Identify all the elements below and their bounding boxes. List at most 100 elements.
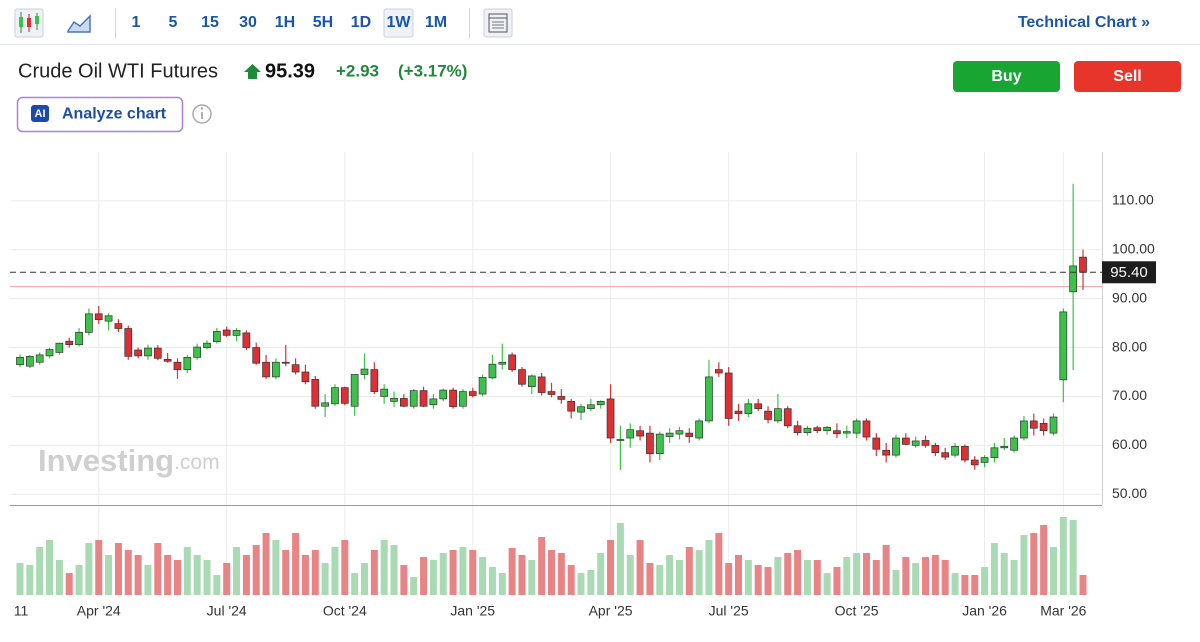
volume-bar [410, 577, 418, 595]
volume-bar [183, 547, 191, 595]
interval-button[interactable]: 5H [313, 14, 333, 31]
candle-body [104, 315, 113, 322]
candle-body [665, 432, 674, 437]
candle-body [872, 437, 881, 450]
x-tick-label: Jul '25 [709, 603, 749, 619]
icon-rect [27, 18, 31, 27]
volume-bar [1049, 547, 1057, 595]
candle-body [35, 354, 44, 363]
candle-body [16, 356, 24, 366]
analyze-button[interactable] [16, 96, 184, 133]
x-tick-label: Mar '26 [1040, 603, 1086, 619]
volume-bar [1079, 575, 1087, 595]
volume-bar [882, 545, 890, 595]
last-price-label: 95.40 [1110, 264, 1148, 281]
volume-bar [902, 557, 910, 595]
candle-body [1020, 420, 1028, 439]
candle-body [527, 375, 536, 388]
volume-bar [488, 567, 496, 595]
y-tick-label: 100.00 [1112, 240, 1155, 256]
candle-body [714, 369, 723, 374]
candle-body [350, 374, 359, 407]
volume-bar [1010, 560, 1018, 595]
volume-bar [705, 540, 713, 595]
analyze-label[interactable]: Analyze chart [62, 106, 167, 123]
buy-label[interactable]: Buy [991, 68, 1021, 85]
technical-chart-link[interactable]: Technical Chart » [1018, 14, 1150, 31]
interval-group: 1 5 15 30 1H 5H 1D 1W 1M [132, 14, 448, 31]
volume-bar [764, 567, 772, 595]
volume-bar [1040, 525, 1048, 595]
candle-body [232, 330, 241, 336]
volume-bar [607, 540, 615, 595]
interval-button[interactable]: 15 [201, 14, 219, 31]
volume-bar [420, 557, 428, 595]
volume-bar [203, 560, 211, 595]
candle-body [468, 391, 477, 396]
interval-button[interactable]: 5 [169, 14, 178, 31]
candle-body [931, 445, 940, 454]
volume-bar [971, 575, 979, 595]
volume-bar [351, 573, 359, 595]
volume-bar [164, 555, 172, 595]
volume-bar [695, 550, 703, 595]
interval-button[interactable]: 1 [132, 14, 141, 31]
volume-bar [981, 567, 989, 595]
volume-bar [223, 563, 231, 595]
candle-body [990, 447, 999, 458]
candle-body [272, 361, 280, 378]
volume-bar [439, 553, 447, 595]
volume-bar [193, 555, 201, 595]
candle-body [409, 390, 418, 407]
candle-body [459, 391, 467, 407]
interval-button[interactable]: 1W [387, 14, 412, 31]
area-icon[interactable] [67, 14, 91, 33]
volume-bar [853, 553, 861, 595]
candle-body [842, 431, 851, 434]
price: 95.39 [265, 60, 315, 82]
candle-body [901, 437, 910, 445]
candle-body [655, 433, 664, 455]
sell-label[interactable]: Sell [1113, 68, 1141, 85]
candle-body [695, 420, 703, 439]
candle-body [596, 400, 605, 406]
info-icon[interactable] [192, 104, 212, 124]
candle-icon[interactable] [14, 8, 44, 38]
volume-bar [292, 533, 300, 595]
volume-bar [331, 547, 339, 595]
sell-button[interactable] [1074, 61, 1181, 92]
interval-button[interactable]: 1M [425, 14, 447, 31]
volume-bar [75, 565, 83, 595]
volume-bar [862, 553, 870, 595]
volume-bar [144, 565, 152, 595]
candle-body [764, 410, 772, 420]
volume-bar [498, 573, 506, 595]
candle-body [65, 340, 74, 345]
candle-body [25, 356, 34, 367]
volume-bar [715, 533, 723, 595]
volume-bar [262, 533, 270, 595]
buy-button[interactable] [953, 61, 1060, 92]
news-icon[interactable] [483, 8, 513, 38]
volume-bar [735, 555, 743, 595]
volume-bar [685, 547, 693, 595]
interval-button[interactable]: 1H [275, 14, 295, 31]
icon-box [483, 8, 513, 38]
interval-button[interactable]: 30 [239, 14, 257, 31]
volume-bar [833, 567, 841, 595]
candle-body [646, 432, 654, 455]
candle-body [370, 369, 379, 392]
candle-body [636, 430, 644, 437]
volume-bar [912, 563, 920, 595]
volume-bar [666, 555, 674, 595]
interval-button[interactable]: 1D [351, 14, 371, 31]
candle-body [144, 347, 152, 357]
candle-body [94, 313, 103, 321]
y-tick-label: 80.00 [1112, 338, 1147, 354]
volume-bar [479, 557, 487, 595]
candle-body [774, 408, 782, 422]
candle-body [478, 377, 487, 395]
candle-body [252, 347, 261, 364]
volume-bar [429, 560, 437, 595]
